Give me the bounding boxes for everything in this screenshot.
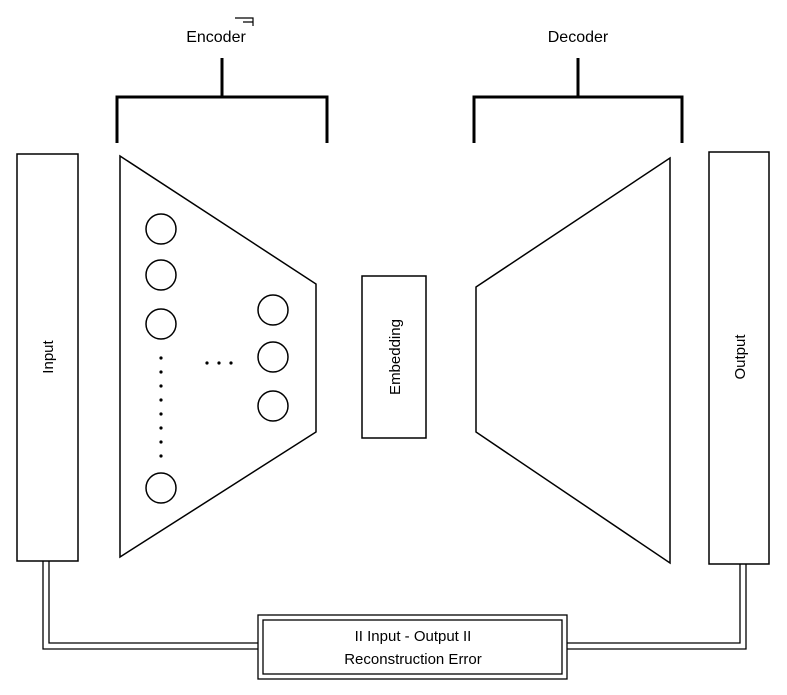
neuron-node — [145, 259, 177, 291]
encoder-neurons — [145, 213, 289, 504]
output-to-error-connector — [567, 564, 747, 650]
decoder-bracket — [472, 58, 684, 143]
reconstruction-error-box — [257, 614, 568, 680]
input-box — [16, 153, 79, 562]
encoder-label-marker-icon — [235, 17, 254, 26]
decoder-trapezoid — [475, 156, 671, 565]
neuron-node — [145, 308, 177, 340]
neuron-node — [257, 294, 289, 326]
neuron-node — [145, 213, 177, 245]
embedding-box — [361, 275, 427, 439]
embedding-label: Embedding — [387, 319, 404, 395]
error-formula-text: II Input - Output II — [355, 628, 472, 645]
encoder-bracket — [115, 58, 329, 143]
input-to-error-connector — [42, 561, 258, 650]
neuron-node — [145, 472, 177, 504]
neuron-node — [257, 341, 289, 373]
horizontal-ellipsis — [205, 361, 233, 365]
encoder-trapezoid — [119, 154, 317, 559]
output-box — [708, 151, 770, 565]
neuron-node — [257, 390, 289, 422]
input-label: Input — [40, 339, 57, 373]
decoder-label: Decoder — [548, 29, 609, 46]
reconstruction-error-text: Reconstruction Error — [344, 651, 482, 668]
vertical-ellipsis — [159, 356, 163, 458]
reconstruction-error-inner-border — [262, 619, 563, 675]
output-label: Output — [732, 334, 749, 380]
encoder-label: Encoder — [186, 29, 246, 46]
